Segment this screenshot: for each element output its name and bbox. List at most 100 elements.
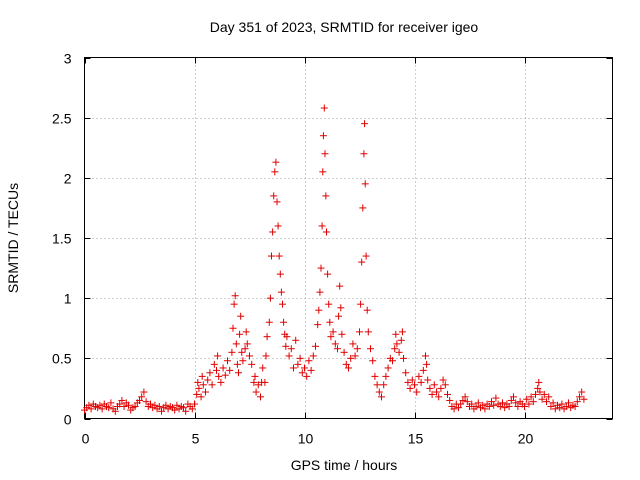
y-tick-label: 1.5 xyxy=(52,231,72,247)
data-point xyxy=(246,352,253,360)
data-point xyxy=(450,405,458,413)
data-point xyxy=(472,402,480,410)
data-point xyxy=(496,402,504,410)
data-point xyxy=(292,336,300,344)
data-point xyxy=(329,328,337,336)
data-point xyxy=(257,393,264,401)
data-point xyxy=(199,381,207,389)
data-point xyxy=(404,378,412,386)
data-point xyxy=(266,294,274,302)
data-point xyxy=(507,396,515,404)
data-point xyxy=(151,401,159,409)
chart-title: Day 351 of 2023, SRMTID for receiver ige… xyxy=(210,19,479,35)
data-point xyxy=(373,381,381,389)
data-point xyxy=(534,384,542,392)
data-point xyxy=(435,393,443,401)
data-point xyxy=(231,292,239,300)
data-point xyxy=(226,366,234,374)
data-point xyxy=(535,378,543,386)
data-point xyxy=(391,345,399,353)
data-point xyxy=(294,360,302,368)
data-point xyxy=(331,340,339,348)
data-point xyxy=(173,401,181,409)
data-point xyxy=(275,252,283,260)
data-point xyxy=(274,222,282,230)
data-point xyxy=(514,402,522,410)
data-point xyxy=(437,384,445,392)
data-point xyxy=(571,402,579,410)
data-point xyxy=(349,340,357,348)
data-point xyxy=(356,328,363,336)
data-point xyxy=(314,321,322,329)
data-point xyxy=(474,399,482,407)
data-point xyxy=(243,340,251,348)
data-point xyxy=(532,390,539,398)
data-point xyxy=(210,360,218,368)
data-point xyxy=(118,396,126,404)
data-point xyxy=(322,192,330,200)
data-point xyxy=(235,369,242,377)
data-point xyxy=(191,400,198,408)
data-point xyxy=(312,342,319,350)
data-point xyxy=(361,120,369,128)
data-point xyxy=(250,378,258,386)
data-point xyxy=(556,404,564,412)
data-point xyxy=(338,330,346,338)
data-point xyxy=(424,376,432,384)
data-point xyxy=(380,381,388,389)
grid xyxy=(84,57,613,419)
data-point xyxy=(392,330,400,338)
data-point xyxy=(457,400,465,408)
data-point xyxy=(188,405,196,413)
data-point xyxy=(398,328,406,336)
data-point xyxy=(360,150,368,158)
data-point xyxy=(536,388,544,396)
data-point xyxy=(340,348,348,356)
data-point xyxy=(558,400,566,408)
data-point xyxy=(433,388,440,396)
x-axis-label: GPS time / hours xyxy=(291,457,398,473)
data-point xyxy=(219,364,227,372)
data-point xyxy=(426,384,434,392)
data-point xyxy=(529,398,537,406)
data-point xyxy=(277,288,285,296)
data-point xyxy=(85,401,93,409)
data-point xyxy=(242,328,250,336)
data-point xyxy=(490,401,498,409)
data-point xyxy=(323,228,330,236)
data-point xyxy=(358,258,366,266)
data-point xyxy=(198,372,206,380)
data-point xyxy=(353,345,361,353)
tick-labels: 0 0.5 1 1.5 2 2.5 3 0 5 10 15 20 xyxy=(52,51,533,447)
data-point xyxy=(155,402,163,410)
axis-ticks xyxy=(84,57,613,420)
data-point xyxy=(96,401,104,409)
data-point xyxy=(273,198,281,206)
data-point xyxy=(317,264,325,272)
data-point xyxy=(204,376,212,384)
data-point xyxy=(280,318,288,326)
data-point xyxy=(446,396,454,404)
data-point xyxy=(538,395,546,403)
data-point xyxy=(111,407,119,415)
data-point xyxy=(337,304,345,312)
data-point xyxy=(395,348,403,356)
data-point xyxy=(136,396,143,404)
y-tick-label: 2.5 xyxy=(52,111,72,127)
x-tick-label: 0 xyxy=(82,431,90,447)
data-point xyxy=(543,398,550,406)
data-point xyxy=(228,348,236,356)
data-point xyxy=(334,345,341,353)
data-point xyxy=(290,364,297,372)
data-point xyxy=(316,288,324,296)
data-point xyxy=(140,388,148,396)
data-point xyxy=(378,393,385,401)
data-point xyxy=(303,372,311,380)
data-point xyxy=(309,352,317,360)
data-point xyxy=(485,402,493,410)
data-point xyxy=(406,384,414,392)
data-point xyxy=(393,340,401,348)
data-point xyxy=(461,393,469,401)
data-point xyxy=(259,364,267,372)
